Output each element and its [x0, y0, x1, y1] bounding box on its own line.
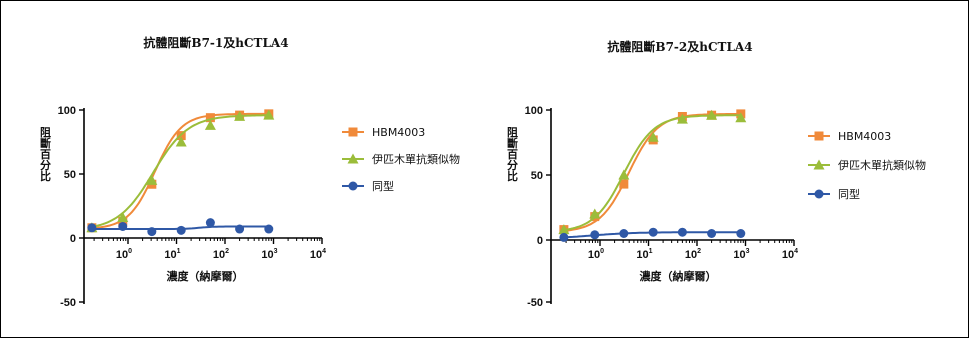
- y-tick-label: -50: [60, 297, 76, 309]
- data-point: [204, 119, 216, 130]
- data-point: [736, 229, 746, 238]
- data-point: [175, 136, 187, 147]
- legend-marker: [814, 189, 824, 199]
- x-tick-label: 102: [213, 248, 229, 261]
- series-curve-1: [91, 112, 271, 230]
- data-point: [707, 229, 717, 238]
- data-point: [648, 227, 658, 237]
- x-axis-label: 濃度（納摩爾）: [167, 269, 244, 283]
- data-point: [619, 229, 629, 238]
- y-tick-label: -50: [527, 297, 543, 309]
- x-tick-label: 101: [164, 248, 180, 261]
- data-point: [117, 212, 129, 223]
- legend-label: 同型: [372, 179, 394, 193]
- chart-panel-2: 抗體阻斷B7-2及hCTLA4 100 50 0 -50 100 101 102 103 104 濃…: [506, 39, 927, 309]
- data-point: [235, 224, 245, 234]
- x-tick-label: 102: [685, 248, 701, 261]
- x-tick-label: 104: [310, 248, 326, 261]
- data-point: [590, 230, 600, 240]
- data-point: [263, 109, 275, 120]
- legend-label: 伊匹木單抗類似物: [372, 152, 460, 166]
- legend-label: 伊匹木單抗類似物: [838, 158, 926, 172]
- data-point: [559, 232, 569, 242]
- chart-title: 抗體阻斷B7-2及hCTLA4: [607, 39, 752, 54]
- data-point: [706, 109, 718, 120]
- y-tick-label: 100: [525, 105, 543, 117]
- data-point: [619, 179, 629, 189]
- y-tick-label: 0: [537, 235, 543, 247]
- data-point: [176, 225, 186, 235]
- data-point: [264, 224, 274, 234]
- chart-title: 抗體阻斷B7-1及hCTLA4: [143, 35, 288, 50]
- legend-marker: [348, 127, 358, 137]
- data-point: [205, 113, 215, 123]
- data-point: [87, 223, 97, 233]
- y-tick-label: 100: [58, 105, 76, 117]
- legend-marker: [814, 131, 824, 141]
- x-tick-label: 103: [733, 248, 749, 261]
- data-point: [558, 224, 570, 235]
- legend-label: HBM4003: [372, 126, 425, 139]
- x-axis-label: 濃度（納摩爾）: [640, 269, 717, 283]
- x-tick-label: 100: [116, 248, 132, 261]
- y-axis-label: 阻斷百分比: [506, 125, 519, 182]
- data-point: [589, 208, 601, 219]
- y-tick-label: 0: [70, 233, 76, 245]
- x-tick-label: 104: [782, 248, 798, 261]
- data-point: [677, 227, 687, 237]
- legend-label: HBM4003: [838, 130, 891, 143]
- data-point: [234, 110, 246, 121]
- data-point: [735, 112, 747, 123]
- x-tick-label: 101: [636, 248, 652, 261]
- y-axis-label: 阻斷百分比: [39, 125, 52, 182]
- x-tick-label: 103: [261, 248, 277, 261]
- data-point: [146, 174, 158, 185]
- chart-panel-1: 抗體阻斷B7-1及hCTLA4 100 50 0 -50 100 101 102 103 104 濃…: [39, 35, 461, 309]
- legend-label: 同型: [838, 187, 860, 201]
- x-tick-label: 100: [588, 248, 604, 261]
- legend-marker: [348, 181, 358, 191]
- data-point: [118, 221, 128, 231]
- y-tick-label: 50: [64, 169, 76, 181]
- legend-marker: [813, 159, 825, 170]
- data-point: [676, 113, 688, 124]
- data-point: [647, 131, 659, 142]
- legend-marker: [347, 153, 359, 164]
- data-point: [147, 227, 157, 237]
- data-point: [618, 169, 630, 180]
- y-tick-label: 50: [531, 170, 543, 182]
- data-point: [205, 218, 215, 228]
